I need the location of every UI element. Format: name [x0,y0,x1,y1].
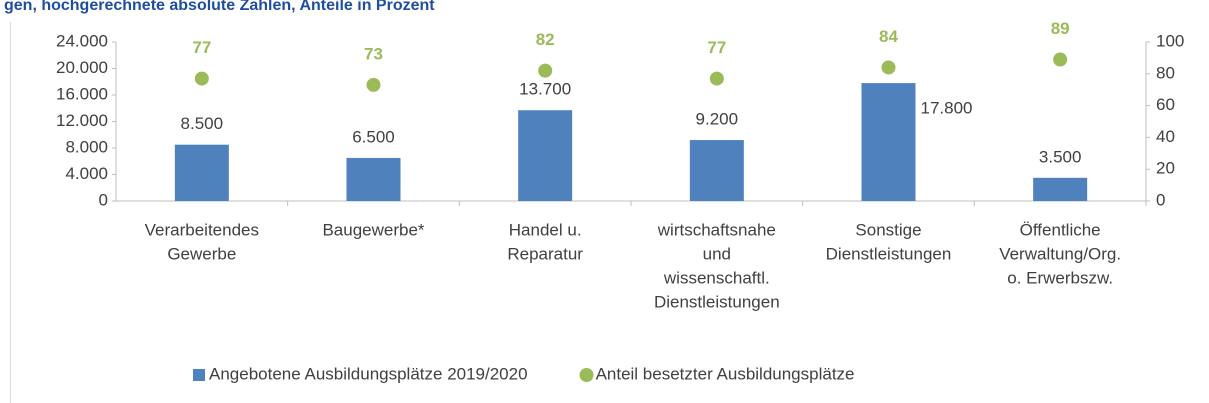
y-tick-label: 0 [99,190,108,209]
y-tick-label: 4.000 [65,164,108,183]
y-tick-label: 16.000 [56,84,108,103]
x-tick-label: Sonstige [855,220,921,239]
y2-tick-label: 80 [1156,63,1175,82]
bar [1033,177,1088,201]
legend-label: Angebotene Ausbildungsplätze 2019/2020 [209,364,528,383]
dot [366,77,381,92]
legend-label: Anteil besetzter Ausbildungsplätze [596,364,855,383]
y-tick-label: 20.000 [56,58,108,77]
data-label: 13.700 [519,80,571,99]
legend-swatch [193,369,205,381]
data-label: 77 [192,38,211,57]
data-label: 77 [707,38,726,57]
x-tick-label: Dienstleistungen [826,244,952,263]
y2-tick-label: 100 [1156,31,1184,50]
bar [518,110,573,201]
data-label: 89 [1051,19,1070,38]
data-label: 84 [879,27,898,46]
data-label: 17.800 [921,99,973,118]
data-label: 82 [536,30,555,49]
dot [709,71,724,86]
data-label: 8.500 [181,114,224,133]
bar [174,144,229,201]
dot [538,63,553,78]
bar [861,83,916,201]
x-tick-label: wirtschaftsnahe [657,220,776,239]
bar [346,157,401,201]
data-label: 9.200 [696,110,739,129]
data-label: 73 [364,44,383,63]
bar [689,140,744,201]
y-tick-label: 8.000 [65,137,108,156]
y2-tick-label: 0 [1156,190,1165,209]
x-tick-label: Reparatur [507,244,583,263]
chart-title: gen, hochgerechnete absolute Zahlen, Ant… [4,0,435,14]
y2-tick-label: 20 [1156,159,1175,178]
x-tick-label: Gewerbe [167,244,236,263]
data-label: 6.500 [352,127,395,146]
y-tick-label: 12.000 [56,111,108,130]
dot [881,60,896,75]
dot [194,71,209,86]
y-tick-label: 24.000 [56,31,108,50]
x-tick-label: und [703,244,731,263]
y2-tick-label: 60 [1156,95,1175,114]
x-tick-label: Handel u. [509,220,582,239]
x-tick-label: Verarbeitendes [145,220,259,239]
x-tick-label: Dienstleistungen [654,292,780,311]
x-tick-label: wissenschaftl. [663,268,770,287]
x-tick-label: Öffentliche [1020,220,1101,239]
data-label: 3.500 [1039,147,1082,166]
y2-tick-label: 40 [1156,127,1175,146]
x-tick-label: Baugewerbe* [322,220,424,239]
x-tick-label: o. Erwerbszw. [1007,268,1113,287]
x-tick-label: Verwaltung/Org. [999,244,1121,263]
legend-swatch [579,368,594,382]
dot [1053,52,1068,67]
